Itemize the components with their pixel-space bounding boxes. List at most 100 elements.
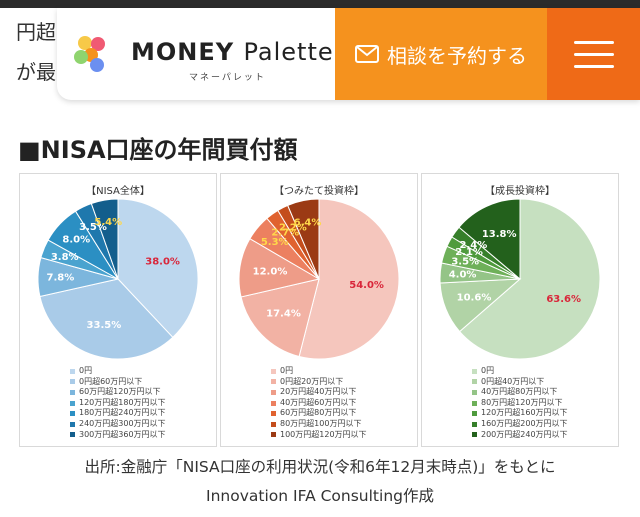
- pie-slice-label: 7.8%: [47, 273, 75, 284]
- logo-name-light: Palette: [243, 38, 334, 66]
- legend-swatch: [472, 411, 477, 417]
- pie-slice-label: 2.1%: [455, 247, 483, 258]
- legend-swatch: [271, 411, 276, 417]
- palette-logo-icon: [74, 36, 105, 72]
- legend-item: 60万円超80万円以下: [271, 408, 367, 419]
- legend-label: 0円: [280, 366, 294, 375]
- chart-title: 【NISA全体】: [86, 186, 150, 197]
- legend-item: 20万円超40万円以下: [271, 387, 367, 398]
- reserve-consultation-button[interactable]: 相談を予約する: [335, 8, 547, 100]
- legend-item: 40万円超80万円以下: [472, 387, 568, 398]
- legend: 0円 0円超60万円以下 60万円超120万円以下 120万円超180万円以下 180万…: [70, 366, 166, 440]
- pie-slice: [298, 198, 400, 360]
- mail-icon: [355, 45, 379, 63]
- chart-panel-tsumitate: 【つみたて投資枠】 54.0% 17.4% 12.0% 5.3% 2.7% 2.2% 6.4…: [220, 173, 418, 447]
- legend-label: 80万円超120万円以下: [481, 397, 563, 407]
- pie-slice-label: 3.8%: [51, 252, 79, 263]
- legend-label: 60万円超80万円以下: [280, 408, 357, 418]
- legend-label: 40万円超80万円以下: [481, 387, 558, 397]
- legend-swatch: [472, 389, 477, 395]
- hamburger-icon-bar: [573, 52, 614, 56]
- legend-label: 120万円超180万円以下: [79, 397, 166, 407]
- pie-slice: [39, 278, 174, 360]
- background-text-line2: が最: [16, 60, 56, 84]
- pie-slice-label: 2.2%: [279, 223, 307, 234]
- pie-chart: 63.6% 10.6% 4.0% 3.5%2.1%2.4%13.8%: [439, 198, 601, 360]
- legend-label: 0円超60万円以下: [79, 376, 143, 386]
- reserve-button-label: 相談を予約する: [387, 43, 527, 68]
- legend-item: 0円: [472, 366, 568, 377]
- legend-swatch: [271, 379, 276, 385]
- logo-name-bold: MONEY: [131, 38, 235, 66]
- legend-label: 40万円超60万円以下: [280, 397, 357, 407]
- pie-slice-label: 13.8%: [482, 229, 517, 240]
- pie-slice: [458, 198, 521, 281]
- pie-slice-label: 63.6%: [546, 294, 581, 305]
- legend-label: 120万円超160万円以下: [481, 408, 568, 418]
- pie-slice-label: 3.5%: [451, 256, 479, 267]
- legend-item: 160万円超200万円以下: [472, 419, 568, 430]
- legend-item: 40万円超60万円以下: [271, 398, 367, 409]
- legend-label: 60万円超120万円以下: [79, 387, 161, 397]
- legend-swatch: [271, 432, 276, 438]
- legend-item: 300万円超360万円以下: [70, 430, 166, 441]
- legend-label: 0円: [481, 366, 495, 375]
- legend-label: 200万円超240万円以下: [481, 429, 568, 439]
- pie-slice: [238, 238, 321, 298]
- legend-label: 300万円超360万円以下: [79, 429, 166, 439]
- legend-item: 60万円超120万円以下: [70, 387, 166, 398]
- logo[interactable]: MONEY Palette マネーパレット: [57, 8, 335, 100]
- pie-slice: [240, 278, 320, 358]
- legend-label: 160万円超200万円以下: [481, 418, 568, 428]
- legend-swatch: [70, 421, 75, 427]
- hamburger-icon-bar: [573, 40, 614, 44]
- legend-swatch: [70, 400, 75, 406]
- legend-label: 80万円超100万円以下: [280, 418, 362, 428]
- pie-slice-label: 6.4%: [294, 218, 322, 229]
- pie-chart: 38.0% 33.5% 7.8% 3.8% 8.0%3.5%5.4%: [37, 198, 199, 360]
- legend-swatch: [472, 368, 477, 374]
- section-title: ■NISA口座の年間買付額: [18, 136, 298, 164]
- legend-swatch: [271, 421, 276, 427]
- legend-label: 240万円超300万円以下: [79, 418, 166, 428]
- legend-item: 0円: [271, 366, 367, 377]
- logo-kana: マネーパレット: [189, 73, 266, 83]
- pie-slice-label: 54.0%: [349, 280, 384, 291]
- pie-chart: 54.0% 17.4% 12.0% 5.3%2.7%2.2%6.4%: [238, 198, 400, 360]
- legend-item: 80万円超100万円以下: [271, 419, 367, 430]
- pie-slice-label: 2.7%: [271, 227, 299, 238]
- pie-slice-label: 10.6%: [457, 293, 492, 304]
- chart-panel-growth: 【成長投資枠】 63.6% 10.6% 4.0% 3.5% 2.1% 2.4% 13.8% …: [421, 173, 619, 447]
- hamburger-icon-bar: [573, 64, 614, 68]
- pie-slice-label: 5.3%: [261, 237, 289, 248]
- pie-slice-label: 33.5%: [87, 320, 122, 331]
- legend-label: 20万円超40万円以下: [280, 387, 357, 397]
- legend-swatch: [70, 389, 75, 395]
- pie-slice-label: 38.0%: [145, 256, 180, 267]
- pie-slice: [287, 198, 320, 280]
- legend-swatch: [70, 379, 75, 385]
- legend-swatch: [472, 400, 477, 406]
- legend-swatch: [472, 379, 477, 385]
- pie-slice-label: 2.4%: [460, 240, 488, 251]
- legend-item: 80万円超120万円以下: [472, 398, 568, 409]
- pie-slice: [458, 198, 601, 360]
- legend-item: 100万円超120万円以下: [271, 430, 367, 441]
- pie-slice-label: 4.0%: [449, 270, 477, 281]
- source-caption-line2: Innovation IFA Consulting作成: [206, 487, 434, 505]
- chart-panel-nisa-total: 【NISA全体】 38.0% 33.5% 7.8% 3.8% 8.0% 3.5% 5.4% …: [19, 173, 217, 447]
- menu-button[interactable]: [547, 8, 640, 100]
- legend-swatch: [472, 432, 477, 438]
- legend-label: 180万円超240万円以下: [79, 408, 166, 418]
- logo-name: MONEY Palette: [131, 38, 334, 66]
- site-header: MONEY Palette マネーパレット 相談を予約する: [57, 8, 640, 100]
- legend-swatch: [70, 411, 75, 417]
- chart-title: 【成長投資枠】: [485, 186, 555, 197]
- legend-item: 120万円超160万円以下: [472, 408, 568, 419]
- background-text-line1: 円超: [16, 20, 56, 44]
- legend-label: 0円超20万円以下: [280, 376, 344, 386]
- pie-slice-label: 8.0%: [62, 234, 90, 245]
- legend: 0円 0円超20万円以下 20万円超40万円以下 40万円超60万円以下 60万円超80…: [271, 366, 367, 440]
- legend-swatch: [70, 432, 75, 438]
- legend-item: 0円: [70, 366, 166, 377]
